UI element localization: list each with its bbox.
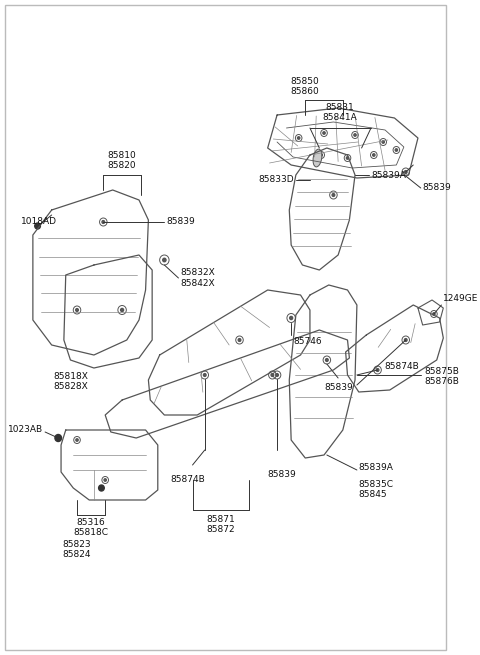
Circle shape	[102, 221, 105, 223]
Circle shape	[298, 137, 300, 140]
Text: 85316
85818C: 85316 85818C	[73, 518, 108, 537]
Circle shape	[55, 434, 61, 441]
Circle shape	[320, 154, 323, 157]
Circle shape	[276, 373, 278, 377]
Text: 85833D: 85833D	[258, 176, 294, 185]
Circle shape	[354, 134, 356, 136]
Circle shape	[372, 154, 375, 157]
Circle shape	[325, 358, 328, 362]
Text: 85839: 85839	[324, 383, 353, 392]
Circle shape	[433, 313, 435, 315]
Circle shape	[163, 258, 166, 262]
Text: 1018AD: 1018AD	[21, 217, 57, 227]
Text: 85746: 85746	[293, 337, 322, 346]
Text: 85871
85872: 85871 85872	[206, 515, 235, 534]
Circle shape	[204, 373, 206, 377]
Circle shape	[104, 479, 107, 481]
Text: 85810
85820: 85810 85820	[108, 151, 136, 170]
Text: 85874B: 85874B	[170, 475, 205, 484]
Text: 85835C
85845: 85835C 85845	[359, 480, 394, 499]
Circle shape	[405, 339, 407, 341]
Text: 85839: 85839	[423, 183, 451, 193]
Text: 85874B: 85874B	[384, 362, 419, 371]
Text: 85839A: 85839A	[371, 170, 406, 179]
Circle shape	[76, 309, 78, 311]
Circle shape	[98, 485, 104, 491]
Circle shape	[76, 439, 78, 441]
Ellipse shape	[313, 149, 322, 167]
Text: 85831
85841A: 85831 85841A	[323, 103, 358, 122]
Circle shape	[120, 309, 123, 312]
Text: 1249GE: 1249GE	[444, 294, 479, 303]
Circle shape	[35, 223, 40, 229]
Text: 85839: 85839	[166, 217, 195, 227]
Text: 85818X
85828X: 85818X 85828X	[53, 372, 88, 392]
Text: 85875B
85876B: 85875B 85876B	[424, 367, 459, 386]
Circle shape	[405, 170, 407, 174]
Text: 85839: 85839	[268, 470, 297, 479]
Circle shape	[238, 339, 241, 341]
Circle shape	[271, 373, 274, 377]
Text: 85839A: 85839A	[359, 464, 394, 472]
Text: 1023AB: 1023AB	[8, 426, 43, 434]
Circle shape	[347, 157, 348, 159]
Text: 85823
85824: 85823 85824	[63, 540, 91, 559]
Circle shape	[376, 369, 379, 371]
Circle shape	[323, 132, 325, 134]
Text: 85832X
85842X: 85832X 85842X	[180, 269, 215, 288]
Circle shape	[289, 316, 293, 320]
Text: 85850
85860: 85850 85860	[291, 77, 320, 96]
Circle shape	[395, 149, 397, 151]
Circle shape	[332, 194, 335, 196]
Circle shape	[382, 141, 384, 143]
